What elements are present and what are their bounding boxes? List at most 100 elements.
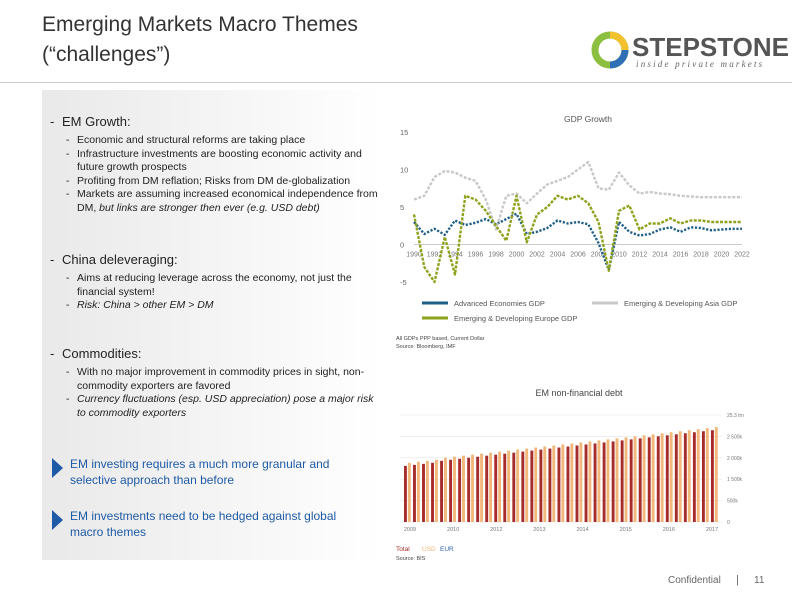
bar-total	[701, 431, 705, 522]
legend-label: USD	[422, 546, 436, 553]
x-tick-label: 2008	[591, 252, 607, 259]
x-tick-label: 2012	[632, 252, 648, 259]
bar-total	[404, 465, 407, 522]
bar-total	[422, 463, 425, 522]
bar-total	[593, 443, 597, 522]
bar-usd	[462, 455, 465, 522]
bar-usd	[579, 442, 583, 522]
bar-usd	[516, 449, 520, 522]
x-tick-label: 2018	[693, 252, 709, 259]
x-tick-label: 1994	[447, 252, 463, 259]
section-heading: - EM Growth:	[50, 114, 131, 129]
list-item: Markets are assuming increased economica…	[66, 188, 380, 215]
section-china-deleveraging: -China deleveraging: Aims at reducing le…	[50, 252, 380, 313]
bar-total	[521, 451, 525, 522]
list-item: With no major improvement in commodity p…	[66, 366, 380, 393]
bar-total	[467, 457, 471, 522]
legend-label: Emerging & Developing Asia GDP	[624, 299, 737, 308]
chart-source: Source: BIS	[396, 556, 426, 562]
arrow-right-icon	[52, 510, 63, 530]
bar-usd	[471, 454, 474, 522]
bar-total	[710, 430, 714, 522]
section-heading: - China deleveraging:	[50, 252, 178, 267]
slide-title: Emerging Markets Macro Themes (“challeng…	[42, 10, 462, 70]
bar-total	[449, 459, 453, 522]
legend-label: Emerging & Developing Europe GDP	[454, 314, 577, 323]
y-tick-label: 500k	[727, 499, 738, 505]
bar-usd	[561, 444, 565, 522]
y-tick-label: 5	[400, 203, 404, 212]
bar-usd	[624, 437, 628, 522]
bar-total	[494, 454, 498, 522]
y-tick-label: 2 500k	[727, 434, 743, 440]
bar-usd	[498, 451, 502, 522]
arrow-right-icon	[52, 458, 63, 478]
bar-total	[557, 447, 561, 522]
bar-usd	[525, 448, 529, 522]
gdp-growth-chart: GDP Growth 15 10 5 0 -5 1990 1992 1994 1996 1998 20…	[396, 114, 750, 350]
section-heading: - Commodities:	[50, 346, 142, 361]
x-tick-label: 2016	[663, 527, 675, 533]
bar-usd	[453, 456, 456, 522]
y-tick-label: 10	[400, 166, 408, 175]
em-debt-chart: EM non-financial debt 25.3 trn 2 500k 2 000…	[396, 388, 744, 562]
slide-title-line2: (“challenges”)	[42, 43, 171, 66]
list-item: Infrastructure investments are boosting …	[66, 148, 380, 175]
x-tick-label: 2014	[652, 252, 668, 259]
bar-total	[512, 452, 516, 522]
bar-usd	[480, 453, 484, 522]
x-tick-label: 2002	[529, 252, 545, 259]
bar-total	[413, 464, 416, 522]
bar-total	[683, 433, 687, 522]
bar-usd	[660, 433, 664, 522]
bullet-list: Economic and structural reforms are taki…	[50, 134, 380, 215]
x-tick-label: 2012	[490, 527, 502, 533]
x-tick-label: 2017	[706, 527, 718, 533]
x-tick-label: 2010	[447, 527, 459, 533]
logo-ring-icon	[591, 31, 629, 69]
bar-usd	[633, 436, 637, 522]
x-tick-label: 2020	[714, 252, 730, 259]
bullet-list: Aims at reducing leverage across the eco…	[50, 272, 380, 313]
x-tick-label: 1996	[468, 252, 484, 259]
chart-title: EM non-financial debt	[535, 388, 623, 398]
bar-total	[620, 440, 624, 522]
bar-total	[674, 434, 678, 522]
list-item: Economic and structural reforms are taki…	[66, 134, 380, 148]
list-item: Risk: China > other EM > DM	[66, 299, 380, 313]
bar-usd	[597, 440, 601, 522]
logo-wordmark: STEPSTONE	[632, 32, 790, 62]
bar-total	[692, 432, 696, 522]
chart-title: GDP Growth	[564, 114, 612, 124]
bar-total	[584, 444, 588, 522]
y-tick-label: 2 000k	[727, 456, 743, 462]
legend-label: Total	[396, 546, 410, 553]
bar-total	[638, 438, 642, 522]
x-tick-label: 2004	[550, 252, 566, 259]
series-line	[413, 212, 742, 272]
x-tick-label: 1990	[406, 252, 422, 259]
bar-total	[548, 448, 552, 522]
bar-usd	[570, 443, 574, 522]
bar-usd	[669, 432, 673, 522]
bullet-list: With no major improvement in commodity p…	[50, 366, 380, 420]
bar-total	[602, 442, 606, 522]
page-number: 11	[754, 575, 765, 586]
list-item: Aims at reducing leverage across the eco…	[66, 272, 380, 299]
bar-usd	[678, 431, 682, 522]
x-tick-label: 1998	[488, 252, 504, 259]
bar-total	[539, 449, 543, 522]
footer-confidential: Confidential	[668, 575, 721, 586]
footer-separator: |	[736, 574, 739, 586]
section-commodities: -Commodities: With no major improvement …	[50, 346, 380, 420]
x-tick-label: 2014	[576, 527, 588, 533]
bar-total	[485, 455, 489, 522]
bar-total	[647, 437, 651, 522]
bar-usd	[407, 462, 411, 522]
y-tick-label: 25.3 trn	[727, 413, 744, 419]
logo-tagline: inside private markets	[636, 59, 765, 69]
bar-usd	[696, 429, 700, 522]
slide-title-line1: Emerging Markets Macro Themes	[42, 13, 358, 36]
series-line	[412, 194, 742, 284]
x-tick-label: 1992	[427, 252, 443, 259]
